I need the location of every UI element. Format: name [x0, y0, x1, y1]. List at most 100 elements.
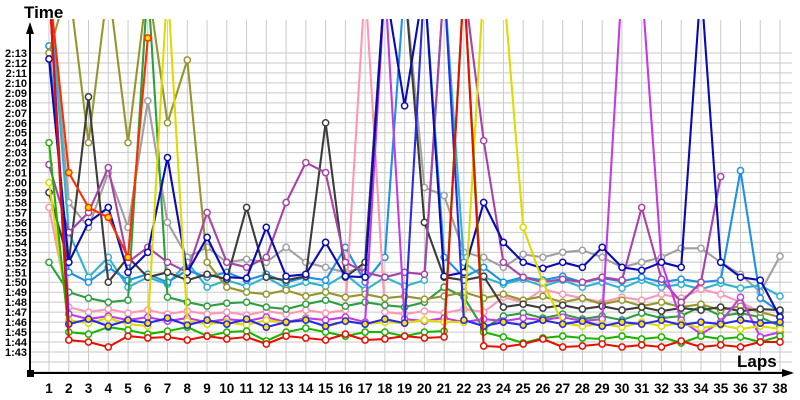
data-point[interactable] — [104, 203, 113, 212]
data-point[interactable] — [420, 270, 429, 279]
data-point[interactable] — [84, 308, 93, 316]
data-point[interactable] — [104, 305, 113, 313]
data-point[interactable] — [45, 178, 53, 187]
data-point[interactable] — [45, 258, 53, 267]
data-point[interactable] — [222, 308, 231, 316]
data-point[interactable] — [104, 298, 113, 307]
data-point[interactable] — [341, 293, 350, 302]
data-point[interactable] — [657, 258, 666, 267]
data-point[interactable] — [637, 203, 646, 212]
data-point[interactable] — [203, 302, 211, 311]
data-point[interactable] — [499, 278, 508, 287]
data-point[interactable] — [203, 316, 211, 324]
data-point[interactable] — [558, 343, 567, 351]
data-point[interactable] — [124, 332, 132, 340]
data-point[interactable] — [677, 321, 686, 329]
data-point[interactable] — [657, 275, 666, 284]
data-point[interactable] — [558, 332, 567, 340]
data-point[interactable] — [499, 238, 508, 247]
data-point[interactable] — [776, 292, 784, 301]
data-point[interactable] — [64, 336, 73, 344]
data-point[interactable] — [104, 314, 113, 322]
data-point[interactable] — [618, 318, 626, 326]
data-point[interactable] — [84, 294, 93, 303]
data-point[interactable] — [400, 319, 409, 327]
data-point[interactable] — [637, 341, 646, 349]
data-point[interactable] — [124, 309, 132, 317]
data-point[interactable] — [203, 258, 211, 267]
data-point[interactable] — [657, 307, 666, 315]
data-point[interactable] — [618, 263, 626, 272]
data-point[interactable] — [262, 323, 271, 331]
data-point[interactable] — [440, 333, 448, 341]
data-point[interactable] — [677, 337, 686, 345]
data-point[interactable] — [697, 332, 705, 340]
data-point[interactable] — [242, 315, 251, 323]
data-point[interactable] — [262, 316, 271, 324]
data-point[interactable] — [242, 263, 251, 272]
data-point[interactable] — [84, 218, 93, 227]
data-point[interactable] — [163, 268, 172, 277]
data-point[interactable] — [677, 298, 686, 307]
data-point[interactable] — [637, 273, 646, 282]
data-point[interactable] — [578, 317, 587, 325]
data-point[interactable] — [282, 286, 290, 295]
data-point[interactable] — [558, 290, 567, 299]
data-point[interactable] — [242, 288, 251, 297]
data-point[interactable] — [618, 306, 626, 314]
data-point[interactable] — [203, 208, 211, 217]
data-point[interactable] — [519, 223, 528, 232]
data-point[interactable] — [84, 138, 93, 147]
data-point[interactable] — [163, 314, 172, 322]
data-point[interactable] — [84, 278, 93, 287]
data-point[interactable] — [697, 285, 705, 294]
data-point[interactable] — [558, 320, 567, 328]
data-point[interactable] — [124, 138, 132, 147]
data-point[interactable] — [697, 343, 705, 351]
data-point[interactable] — [539, 304, 547, 312]
data-point[interactable] — [716, 172, 725, 181]
data-point[interactable] — [736, 284, 745, 293]
data-point[interactable] — [124, 316, 132, 324]
data-point[interactable] — [242, 274, 251, 283]
data-point[interactable] — [558, 301, 567, 310]
data-point[interactable] — [578, 278, 587, 287]
data-point[interactable] — [45, 138, 53, 147]
data-point[interactable] — [736, 325, 745, 333]
data-point[interactable] — [716, 290, 725, 299]
data-point[interactable] — [203, 270, 211, 279]
data-point[interactable] — [756, 294, 765, 303]
data-point[interactable] — [420, 334, 429, 342]
data-point[interactable] — [64, 258, 73, 267]
data-point[interactable] — [519, 273, 528, 282]
data-point[interactable] — [301, 334, 310, 342]
data-point[interactable] — [282, 305, 290, 313]
data-point[interactable] — [321, 118, 330, 127]
data-point[interactable] — [697, 318, 705, 326]
data-point[interactable] — [598, 322, 607, 330]
data-point[interactable] — [301, 324, 310, 332]
data-point[interactable] — [381, 301, 389, 310]
data-point[interactable] — [776, 318, 784, 326]
data-point[interactable] — [222, 258, 231, 267]
data-point[interactable] — [539, 278, 547, 287]
data-point[interactable] — [400, 101, 409, 110]
data-point[interactable] — [282, 243, 290, 252]
data-point[interactable] — [618, 332, 626, 340]
data-point[interactable] — [558, 258, 567, 267]
data-point[interactable] — [381, 273, 389, 282]
data-point[interactable] — [361, 336, 369, 344]
data-point[interactable] — [697, 278, 705, 287]
data-point[interactable] — [124, 253, 132, 262]
data-point[interactable] — [321, 296, 330, 305]
data-point[interactable] — [479, 198, 488, 207]
data-point[interactable] — [321, 309, 330, 317]
data-point[interactable] — [519, 300, 528, 309]
data-point[interactable] — [736, 293, 745, 302]
data-point[interactable] — [637, 303, 646, 311]
data-point[interactable] — [321, 276, 330, 285]
data-point[interactable] — [163, 218, 172, 227]
data-point[interactable] — [598, 340, 607, 348]
data-point[interactable] — [657, 333, 666, 341]
data-point[interactable] — [203, 283, 211, 292]
